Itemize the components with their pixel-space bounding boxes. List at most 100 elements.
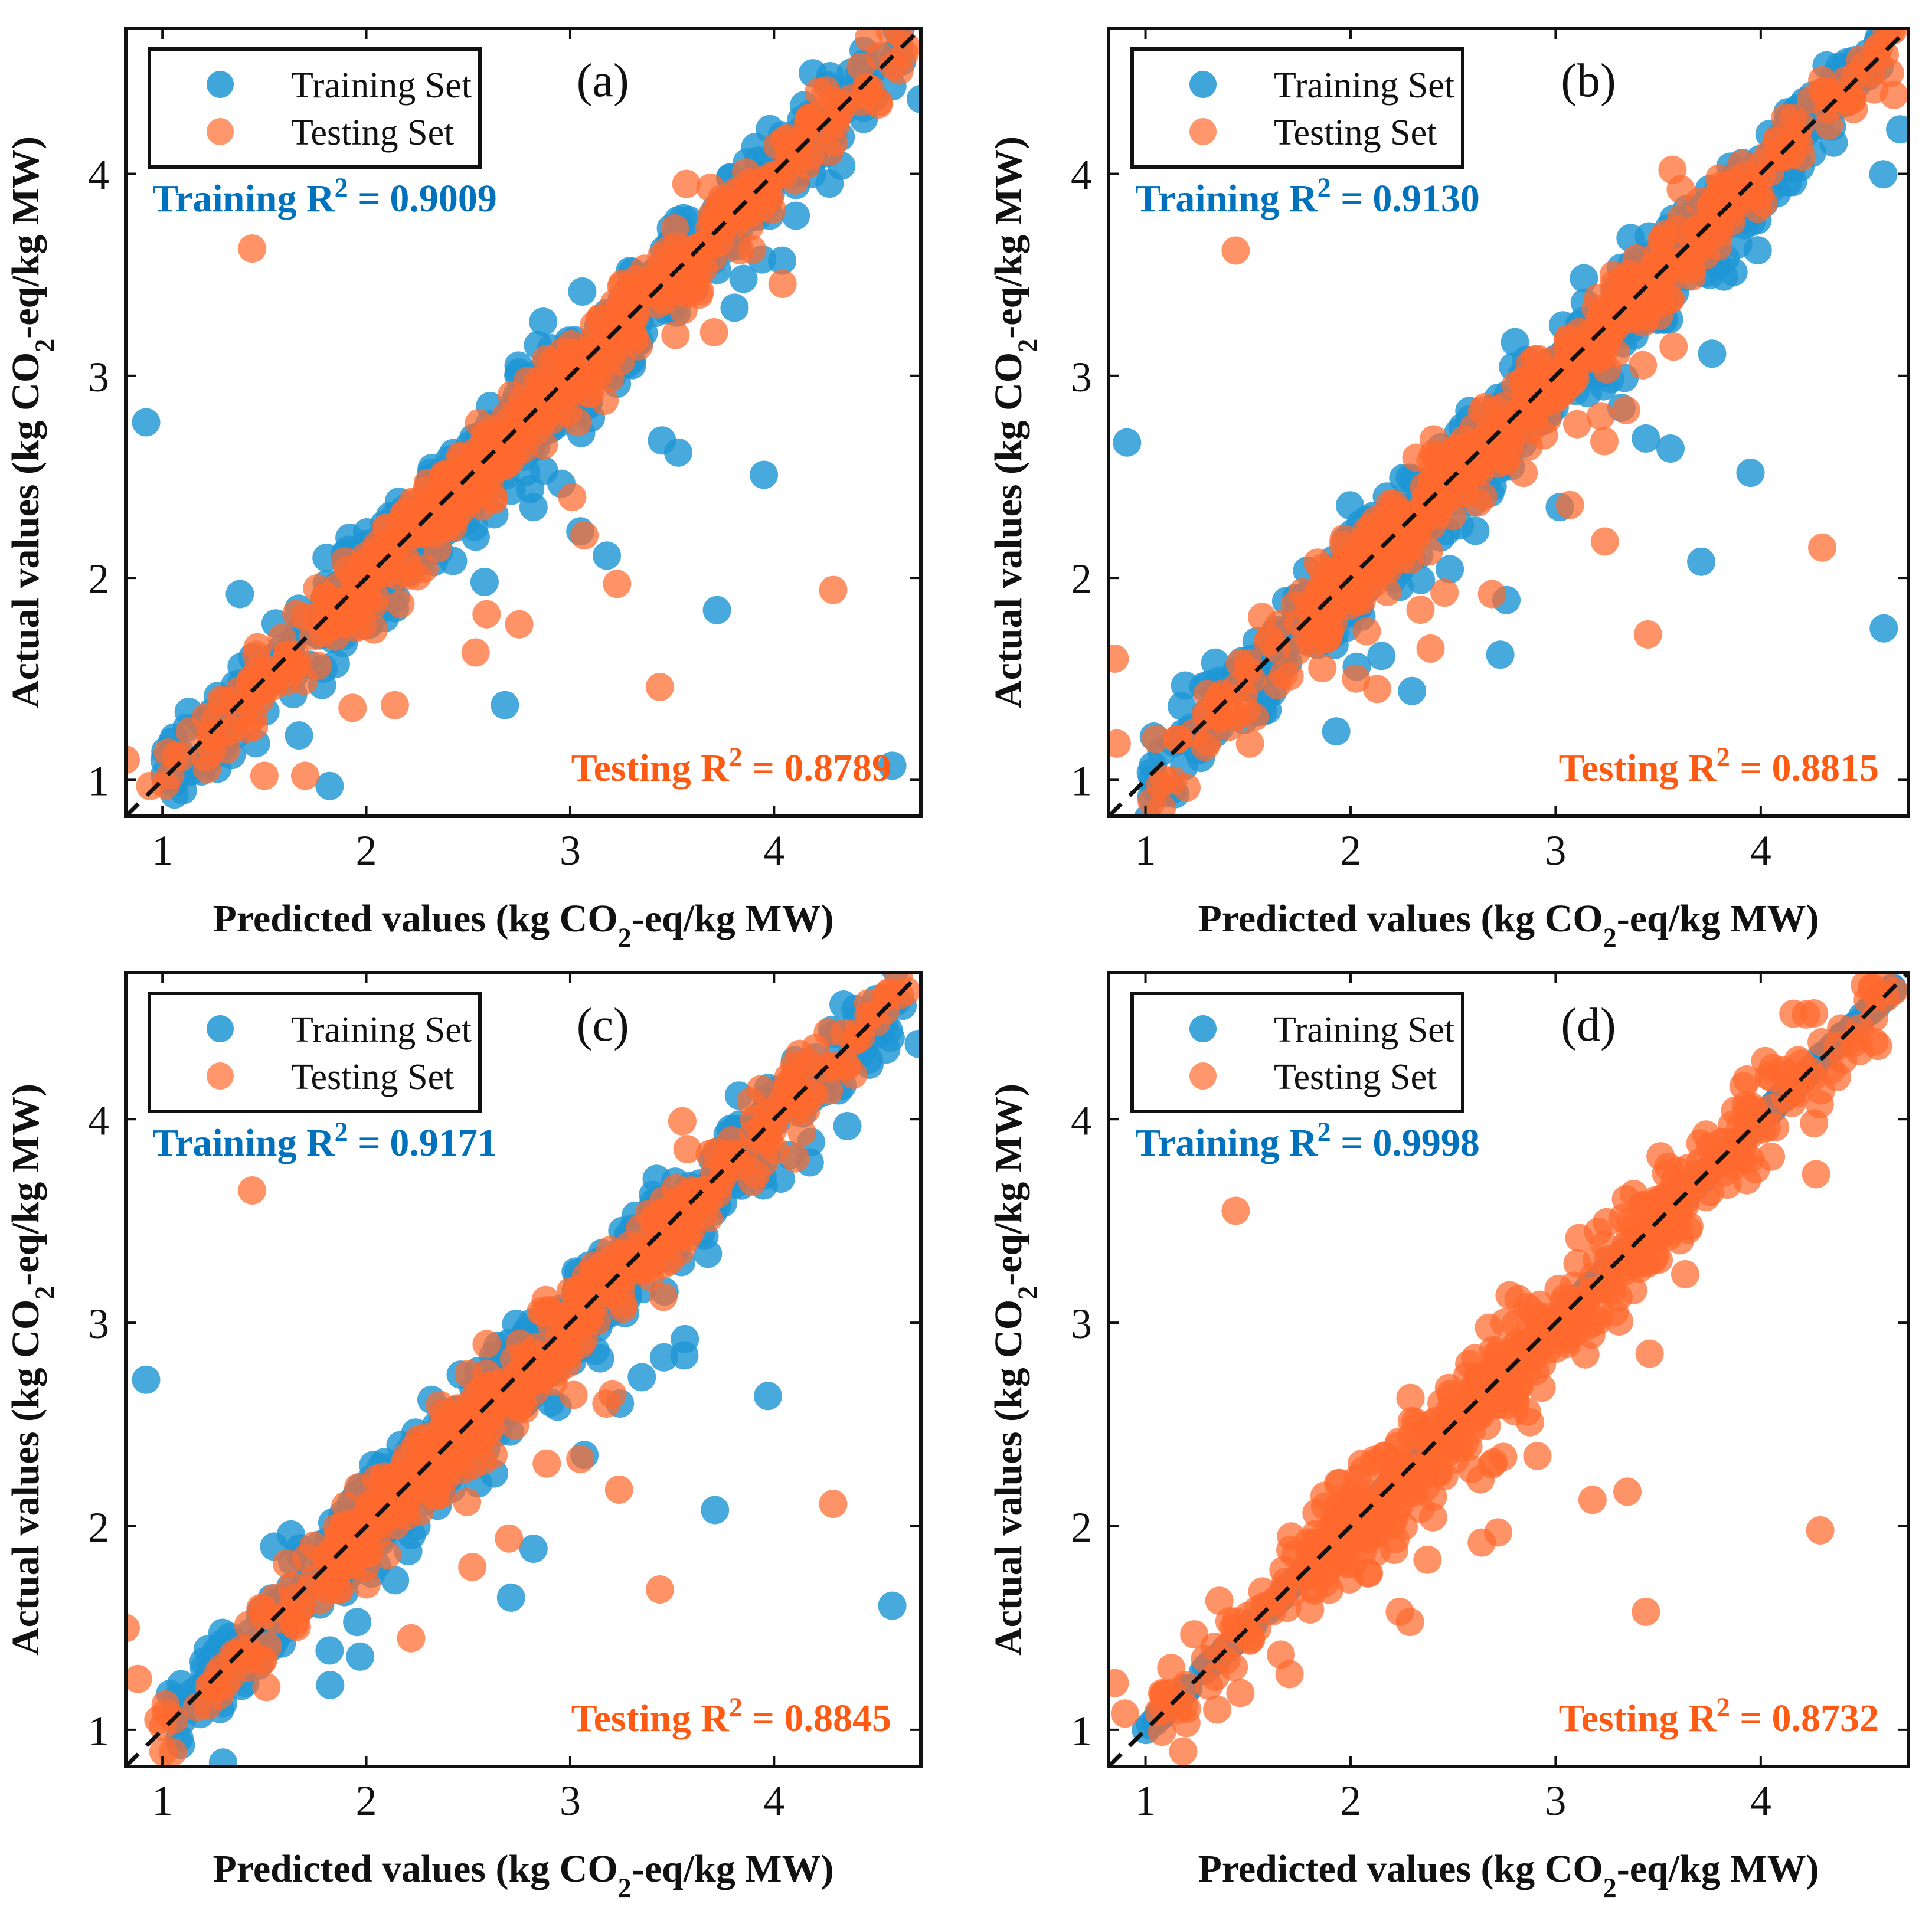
testing-point (1191, 1644, 1220, 1673)
label-part: Actual values (kg CO (4, 352, 47, 708)
y-axis-label: Actual values (kg CO2-eq/kg MW) (987, 136, 1042, 708)
training-point (491, 691, 519, 719)
training-point (627, 1363, 656, 1392)
label-part: -eq/kg MW) (632, 1847, 834, 1890)
training-point (315, 1636, 344, 1665)
testing-point (1275, 1660, 1304, 1689)
testing-point (833, 1051, 862, 1080)
testing-point (242, 640, 271, 669)
testing-point (1815, 111, 1843, 140)
training-point (1869, 160, 1898, 189)
training-r2-annotation: Training R2 = 0.9130 (1135, 172, 1480, 221)
testing-point (1633, 620, 1662, 649)
testing-point (1308, 654, 1337, 683)
testing-point (819, 1490, 848, 1519)
testing-point (738, 1167, 767, 1196)
testing-point (646, 1214, 675, 1243)
training-point (1201, 648, 1230, 677)
testing-point (1164, 725, 1192, 754)
legend-testing-marker (207, 1062, 234, 1090)
testing-point (1430, 578, 1459, 607)
testing-point (864, 90, 893, 119)
training-point (664, 438, 692, 467)
y-axis-label: Actual values (kg CO2-eq/kg MW) (4, 1084, 60, 1656)
r2-part: = 0.8789 (743, 747, 891, 790)
testing-point (1361, 506, 1390, 535)
testing-point (1592, 1208, 1621, 1236)
label-part: Predicted values (kg CO (213, 897, 617, 940)
testing-point (846, 53, 875, 81)
label-part: -eq/kg MW) (987, 136, 1030, 339)
y-tick-label: 1 (1071, 757, 1092, 804)
label-part: Actual values (kg CO (987, 352, 1030, 708)
testing-point (645, 1575, 674, 1604)
testing-point (434, 493, 462, 522)
y-tick-label: 3 (88, 354, 109, 401)
testing-point (384, 1486, 412, 1514)
testing-point (1529, 421, 1558, 450)
testing-point (823, 102, 852, 130)
testing-point (1780, 123, 1809, 152)
testing-point (413, 468, 442, 497)
testing-point (1406, 596, 1435, 624)
training-point (1367, 642, 1396, 670)
training-point (593, 541, 622, 570)
training-point (1687, 547, 1716, 576)
testing-point (1477, 580, 1506, 609)
testing-point (1812, 77, 1841, 106)
testing-point (819, 575, 848, 604)
testing-point (1423, 472, 1452, 501)
testing-point (661, 214, 689, 243)
legend-box (1130, 47, 1464, 169)
testing-point (403, 518, 431, 547)
training-point (1171, 671, 1199, 700)
training-point (702, 596, 731, 624)
testing-point (497, 381, 526, 410)
testing-point (283, 649, 311, 678)
label-subscript: 2 (618, 1873, 632, 1903)
panel-label: (c) (577, 999, 629, 1051)
testing-point (1255, 624, 1284, 653)
r2-part: Training R (1135, 177, 1318, 220)
training-point (1570, 264, 1598, 293)
testing-point (673, 1135, 702, 1164)
testing-point (1283, 636, 1312, 665)
training-point (381, 1566, 410, 1595)
testing-point (1651, 220, 1680, 248)
testing-point (317, 612, 346, 641)
testing-point (787, 1118, 816, 1147)
r2-part: Testing R (1559, 747, 1717, 790)
testing-point (290, 761, 319, 790)
x-axis-label: Predicted values (kg CO2-eq/kg MW) (1198, 897, 1819, 953)
y-tick-label: 3 (1071, 354, 1092, 401)
testing-point (1137, 787, 1166, 816)
testing-point (394, 561, 423, 590)
training-point (907, 84, 921, 113)
x-axis-label: Predicted values (kg CO2-eq/kg MW) (213, 1847, 833, 1903)
testing-point (1516, 1408, 1545, 1437)
testing-point (495, 1524, 524, 1553)
training-point (225, 580, 254, 609)
series-testing (1109, 28, 1908, 816)
testing-point (448, 1456, 476, 1485)
axes-frame (124, 27, 923, 818)
testing-point (732, 158, 760, 187)
label-part: Actual values (kg CO (4, 1300, 47, 1656)
training-point (754, 1382, 782, 1411)
testing-point (603, 570, 632, 598)
testing-point (1600, 1298, 1629, 1327)
scatter-points (126, 28, 921, 816)
axes-frame (1107, 27, 1910, 818)
legend-testing-label: Testing Set (1274, 113, 1437, 153)
testing-point (354, 1516, 383, 1545)
testing-point (1630, 262, 1659, 291)
training-point (166, 1670, 195, 1699)
testing-point (126, 745, 140, 774)
testing-point (250, 761, 279, 790)
r2-part: = 0.9009 (348, 177, 497, 220)
r2-superscript: 2 (335, 172, 348, 202)
testing-point (1654, 1152, 1683, 1181)
testing-point (1247, 603, 1276, 632)
